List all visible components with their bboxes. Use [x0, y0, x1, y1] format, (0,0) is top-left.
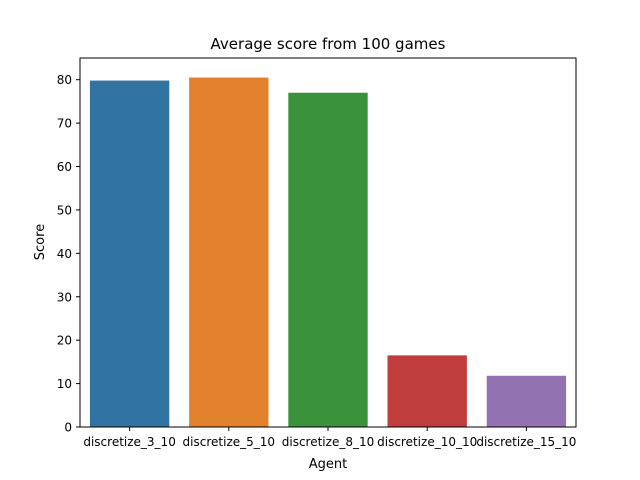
- x-tick-label: discretize_15_10: [476, 435, 576, 449]
- y-tick-label: 60: [57, 160, 72, 174]
- bar-discretize_10_10: [387, 355, 467, 427]
- y-axis-label: Score: [33, 224, 48, 260]
- y-tick-label: 80: [57, 73, 72, 87]
- y-tick-label: 30: [57, 290, 72, 304]
- x-axis: discretize_3_10 discretize_5_10 discretize…: [83, 427, 576, 449]
- y-tick-label: 70: [57, 117, 72, 131]
- y-axis: 0 10 20 30 40 50 60 70 80: [57, 73, 80, 435]
- chart-marks: [89, 77, 567, 428]
- y-tick-label: 10: [57, 377, 72, 391]
- bar-discretize_5_10: [189, 77, 269, 428]
- bar-discretize_15_10: [486, 375, 567, 427]
- bar-discretize_3_10: [89, 80, 170, 427]
- x-tick-label: discretize_5_10: [183, 435, 275, 449]
- x-tick-label: discretize_10_10: [377, 435, 477, 449]
- x-tick-label: discretize_3_10: [83, 435, 175, 449]
- chart-title: Average score from 100 games: [211, 35, 446, 53]
- y-tick-label: 20: [57, 334, 72, 348]
- y-tick-label: 0: [64, 421, 72, 435]
- y-tick-label: 40: [57, 247, 72, 261]
- bar-discretize_8_10: [288, 92, 368, 428]
- y-tick-label: 50: [57, 203, 72, 217]
- plot-area-frame: [79, 57, 577, 428]
- x-axis-label: Agent: [309, 457, 347, 472]
- x-tick-label: discretize_8_10: [282, 435, 374, 449]
